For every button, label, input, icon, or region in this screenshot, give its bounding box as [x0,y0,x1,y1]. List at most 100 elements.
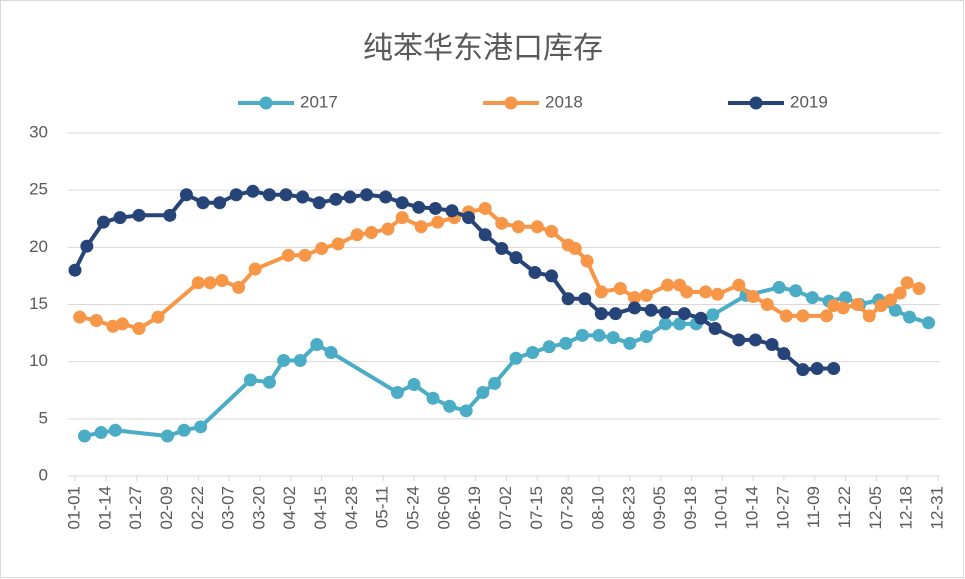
x-tick-label: 02-22 [188,486,207,529]
data-point [732,278,746,292]
y-tick-label: 5 [39,408,48,427]
data-point [594,307,608,321]
data-point [884,293,898,307]
x-tick-label: 05-11 [373,486,392,528]
data-point [545,269,559,283]
data-point [796,363,810,377]
x-tick-label: 09-18 [681,486,700,529]
data-point [279,188,293,202]
data-point [151,310,165,324]
data-point [511,220,525,234]
x-tick-label: 08-10 [588,486,607,529]
data-point [748,333,762,347]
data-point [113,211,127,225]
data-point [293,354,307,368]
x-tick-label: 03-20 [249,486,268,529]
data-point [412,200,426,214]
data-point [281,248,295,262]
x-tick-label: 11-09 [804,486,823,528]
data-point [179,188,193,202]
data-point [478,201,492,215]
data-point [528,265,542,279]
data-point [296,190,310,204]
data-point [229,188,243,202]
data-point [379,190,393,204]
data-point [343,190,357,204]
data-point [827,362,841,376]
data-point [277,354,291,368]
data-point [628,291,642,305]
data-point [542,340,556,354]
legend-marker [259,96,273,110]
data-point [509,351,523,365]
data-point [575,328,589,342]
x-tick-label: 07-28 [558,486,577,529]
y-tick-label: 30 [29,122,48,141]
x-tick-label: 10-27 [773,486,792,529]
data-point [903,310,917,324]
data-point [530,220,544,234]
data-point [495,216,509,230]
x-tick-label: 10-01 [712,486,731,529]
data-point [431,215,445,229]
data-point [462,211,476,225]
data-point [329,192,343,206]
legend-marker [504,96,518,110]
data-point [160,429,174,443]
data-point [805,291,819,305]
data-point [760,298,774,311]
data-point [108,423,122,437]
data-point [364,225,378,239]
data-point [578,292,592,306]
data-point [495,241,509,255]
data-point [248,262,262,276]
x-tick-label: 07-02 [496,486,515,529]
data-point [606,331,620,345]
y-tick-label: 15 [29,294,48,313]
x-tick-label: 02-09 [157,486,176,529]
legend: 2017 2018 2019 [238,92,828,111]
data-point [680,285,694,299]
data-point [196,196,210,210]
data-point [177,423,191,437]
data-point [89,314,103,328]
data-point [215,273,229,287]
data-point [488,376,502,390]
data-point [262,375,276,389]
data-point [395,196,409,210]
data-point [73,310,87,324]
data-point [673,317,687,331]
data-point [839,291,853,305]
data-point [765,338,779,352]
x-tick-label: 04-02 [280,486,299,529]
data-point [381,222,395,236]
data-point [888,303,902,317]
data-point [414,220,428,234]
data-point [426,391,440,405]
x-tick-label: 04-15 [311,486,330,529]
data-point [708,322,722,336]
data-point [789,284,803,298]
x-tick-label: 08-23 [619,486,638,529]
series-line [73,189,834,372]
data-point [476,386,490,400]
x-tick-label: 07-15 [527,486,546,529]
data-point [445,204,459,218]
data-point [658,306,672,320]
data-point [592,328,606,342]
data-point [706,308,720,322]
data-point [191,276,205,290]
data-point [893,286,907,300]
x-tick-label: 12-18 [897,486,916,529]
x-tick-label: 01-27 [126,486,145,529]
data-point [677,307,691,321]
y-tick-label: 20 [29,237,48,256]
data-point [96,215,110,229]
data-point [395,211,409,225]
data-point [623,336,637,350]
data-point [559,336,573,350]
data-point [115,317,129,331]
chart-title: 纯苯华东港口库存 [363,32,603,65]
data-point [658,317,672,331]
